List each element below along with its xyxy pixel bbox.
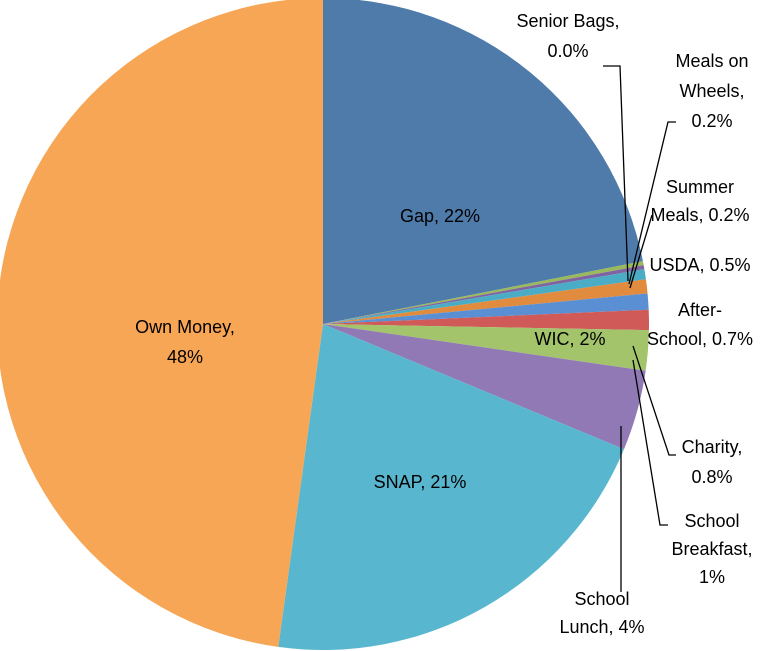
slice-label: WIC, 2% bbox=[534, 329, 605, 349]
pie-slice bbox=[323, 324, 649, 371]
slice-label: After- bbox=[678, 300, 722, 320]
pie-slice bbox=[323, 293, 649, 324]
leader-line bbox=[628, 121, 676, 285]
slice-label: Breakfast, bbox=[671, 539, 752, 559]
leader-line bbox=[632, 345, 676, 456]
leader-line bbox=[629, 214, 653, 289]
slice-label: SNAP, 21% bbox=[374, 472, 467, 492]
slice-label: Wheels, bbox=[679, 81, 744, 101]
pie-slice bbox=[0, 0, 323, 647]
slice-label: 48% bbox=[167, 347, 203, 367]
slice-label: 0.2% bbox=[691, 111, 732, 131]
slice-label: Meals on bbox=[675, 51, 748, 71]
slice-label: Gap, 22% bbox=[400, 206, 480, 226]
leader-line bbox=[632, 359, 668, 526]
slice-label: Senior Bags, bbox=[516, 11, 619, 31]
slice-label: Own Money, bbox=[135, 317, 235, 337]
slice-label: School bbox=[574, 589, 629, 609]
slice-label: Lunch, 4% bbox=[559, 617, 644, 637]
slice-label: 0.8% bbox=[691, 467, 732, 487]
slice-label: Charity, bbox=[682, 437, 743, 457]
pie-slice bbox=[323, 269, 646, 324]
leader-line bbox=[603, 65, 629, 282]
pie-slice bbox=[278, 324, 624, 650]
pie-slice bbox=[323, 261, 644, 324]
slice-label: Meals, 0.2% bbox=[650, 205, 749, 225]
pie-slice bbox=[323, 0, 643, 324]
slice-label: School bbox=[684, 511, 739, 531]
slice-label: 0.0% bbox=[547, 41, 588, 61]
slice-label: 1% bbox=[699, 567, 725, 587]
slice-label: USDA, 0.5% bbox=[649, 255, 750, 275]
pie-slice bbox=[323, 265, 645, 324]
slice-label: School, 0.7% bbox=[647, 329, 753, 349]
pie-slice bbox=[323, 324, 646, 450]
slice-label: Summer bbox=[666, 177, 734, 197]
pie-slice bbox=[323, 279, 648, 324]
pie-slice bbox=[323, 309, 649, 331]
